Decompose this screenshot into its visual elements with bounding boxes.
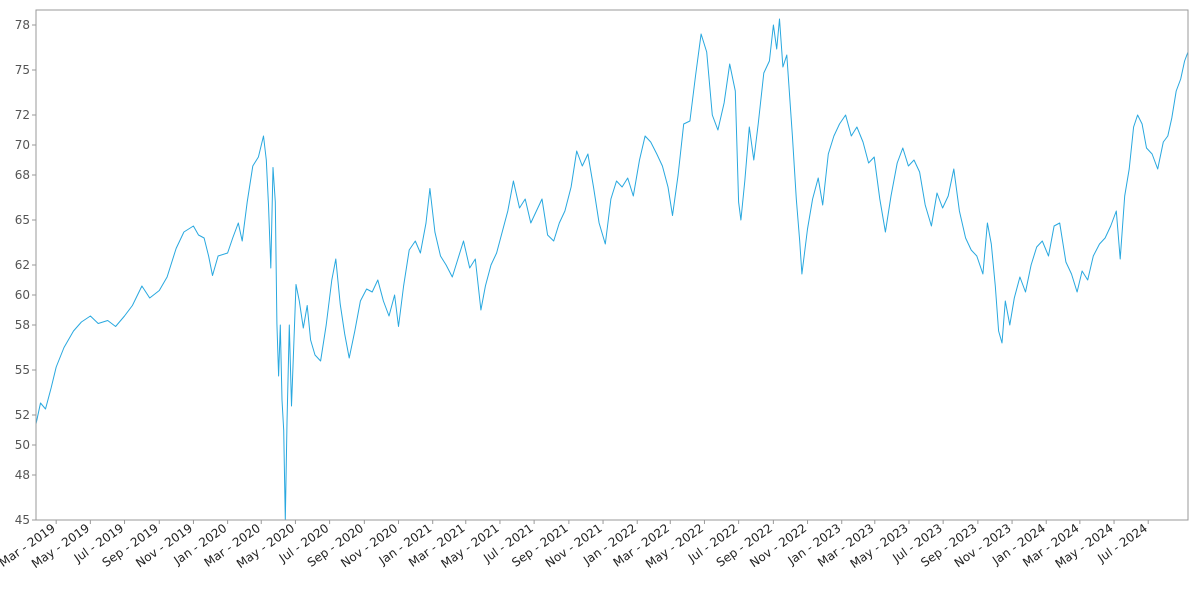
y-tick-label: 60 bbox=[15, 288, 30, 302]
series-layer bbox=[35, 18, 1189, 521]
y-tick-label: 45 bbox=[15, 513, 30, 527]
y-tick-label: 62 bbox=[15, 258, 30, 272]
y-tick-label: 68 bbox=[15, 168, 30, 182]
y-tick-label: 55 bbox=[15, 363, 30, 377]
y-axis-tick-labels: 45 48 50 52 55 58 60 62 65 68 70 72 75 78 bbox=[15, 18, 30, 527]
y-tick-label: 78 bbox=[15, 18, 30, 32]
y-tick-label: 65 bbox=[15, 213, 30, 227]
plot-area-frame bbox=[35, 9, 1189, 521]
y-tick-label: 70 bbox=[15, 138, 30, 152]
y-tick-label: 50 bbox=[15, 438, 30, 452]
y-tick-label: 52 bbox=[15, 408, 30, 422]
x-axis-ticks bbox=[55, 520, 1149, 524]
y-axis-ticks bbox=[32, 24, 36, 521]
y-tick-label: 75 bbox=[15, 63, 30, 77]
y-tick-label: 58 bbox=[15, 318, 30, 332]
series-line-0 bbox=[35, 18, 1189, 521]
y-tick-label: 72 bbox=[15, 108, 30, 122]
y-tick-label: 48 bbox=[15, 468, 30, 482]
